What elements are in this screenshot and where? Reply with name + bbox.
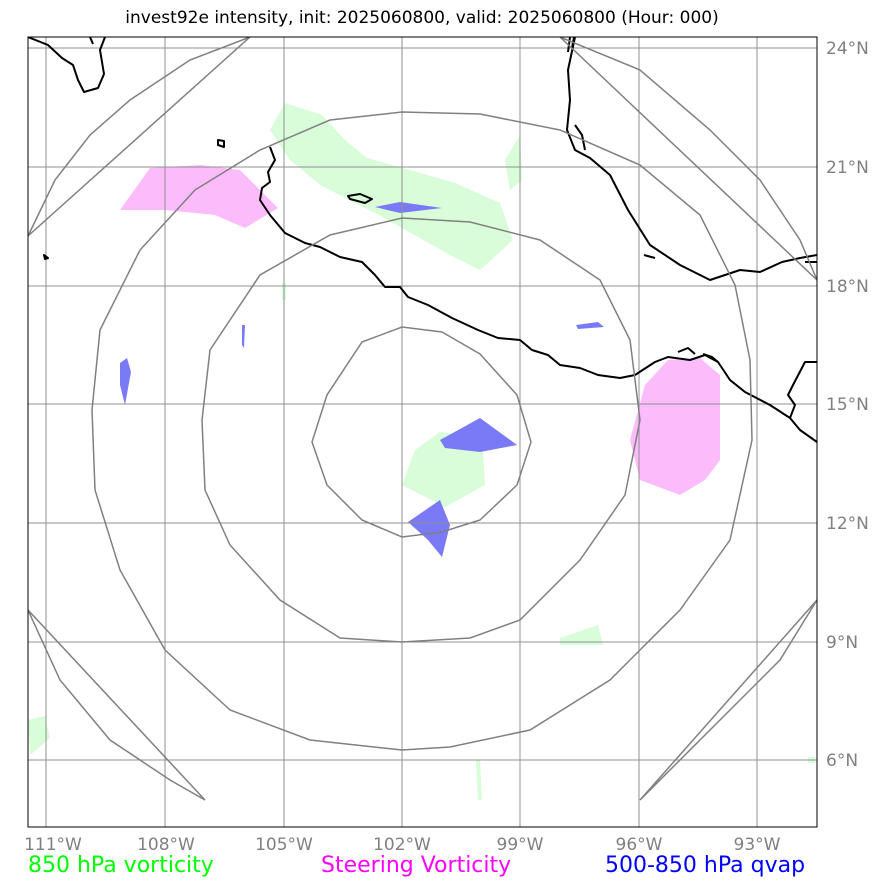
lat-label: 24°N [826, 39, 869, 59]
qvap-areas [120, 202, 604, 557]
lon-label: 96°W [616, 835, 663, 855]
lon-label: 99°W [497, 835, 544, 855]
lat-label: 12°N [826, 514, 869, 534]
map-gridlines [28, 37, 817, 827]
distance-rings [28, 37, 817, 801]
plot-frame [27, 36, 818, 828]
vorticity-850-areas [28, 103, 815, 800]
lat-label: 6°N [826, 751, 858, 771]
lat-label: 21°N [826, 158, 869, 178]
longitude-labels: 111°W 108°W 105°W 102°W 99°W 96°W 93°W [24, 835, 781, 855]
lon-label: 93°W [734, 835, 781, 855]
legend-qvap: 500-850 hPa qvap [605, 853, 806, 878]
lon-label: 111°W [24, 835, 82, 855]
map-title: invest92e intensity, init: 2025060800, v… [125, 8, 719, 28]
coastlines [28, 37, 817, 443]
lat-label: 9°N [826, 633, 858, 653]
lat-label: 18°N [826, 277, 869, 297]
lat-label: 15°N [826, 395, 869, 415]
lon-label: 108°W [137, 835, 195, 855]
legend-vorticity-850: 850 hPa vorticity [28, 853, 214, 878]
steering-vorticity-areas [120, 165, 720, 495]
latitude-labels: 24°N 21°N 18°N 15°N 12°N 9°N 6°N [826, 39, 869, 771]
lon-label: 102°W [373, 835, 431, 855]
lon-label: 105°W [255, 835, 313, 855]
legend-steering-vorticity: Steering Vorticity [321, 853, 512, 878]
